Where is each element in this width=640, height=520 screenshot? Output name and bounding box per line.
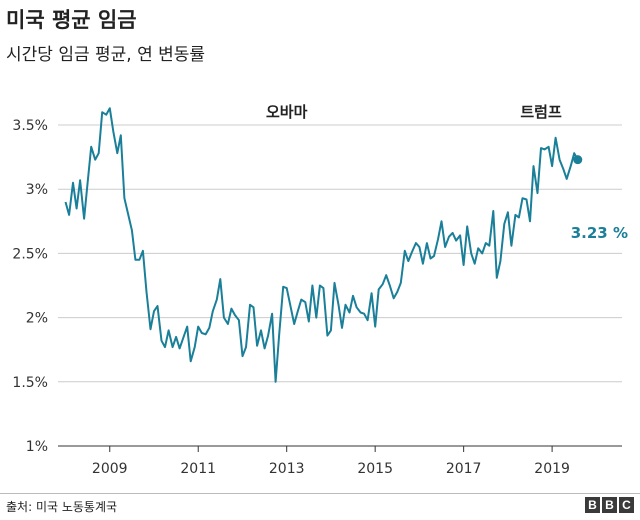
x-tick-label: 2019 <box>534 461 570 477</box>
bbc-logo-letter: C <box>619 497 634 513</box>
series-layer <box>64 107 583 383</box>
x-tick-label: 2009 <box>92 461 128 477</box>
x-tick-label: 2015 <box>357 461 393 477</box>
bbc-logo: B B C <box>585 497 634 513</box>
y-tick-label: 3% <box>26 182 48 198</box>
presidency-label: 트럼프 <box>520 103 562 121</box>
latest-value-label: 3.23 % <box>571 224 628 242</box>
y-tick-label: 2% <box>26 311 48 327</box>
y-tick-label: 2.5% <box>12 246 48 262</box>
x-tick-label: 2013 <box>269 461 305 477</box>
x-tick-label: 2011 <box>180 461 216 477</box>
presidency-label: 오바마 <box>266 103 308 121</box>
axis-layer: 1% 1.5% 2% 2.5% 3% 3.5% 2009 2011 2013 2015 2017 20… <box>12 118 622 477</box>
wage-growth-line <box>64 107 579 383</box>
bbc-logo-letter: B <box>585 497 600 513</box>
label-layer: 오바마 트럼프 3.23 % <box>266 103 628 242</box>
x-tick-label: 2017 <box>446 461 482 477</box>
footer-divider <box>0 493 640 494</box>
wage-growth-chart: 1% 1.5% 2% 2.5% 3% 3.5% 2009 2011 2013 2015 2017 20… <box>12 103 628 477</box>
y-tick-label: 1.5% <box>12 375 48 391</box>
y-tick-label: 1% <box>26 439 48 455</box>
latest-point-marker <box>573 155 583 165</box>
chart-title: 미국 평균 임금 <box>6 8 137 32</box>
bbc-logo-letter: B <box>602 497 617 513</box>
chart-subtitle: 시간당 임금 평균, 연 변동률 <box>6 45 206 65</box>
source-note: 출처: 미국 노동통계국 <box>6 500 118 514</box>
y-tick-label: 3.5% <box>12 118 48 134</box>
